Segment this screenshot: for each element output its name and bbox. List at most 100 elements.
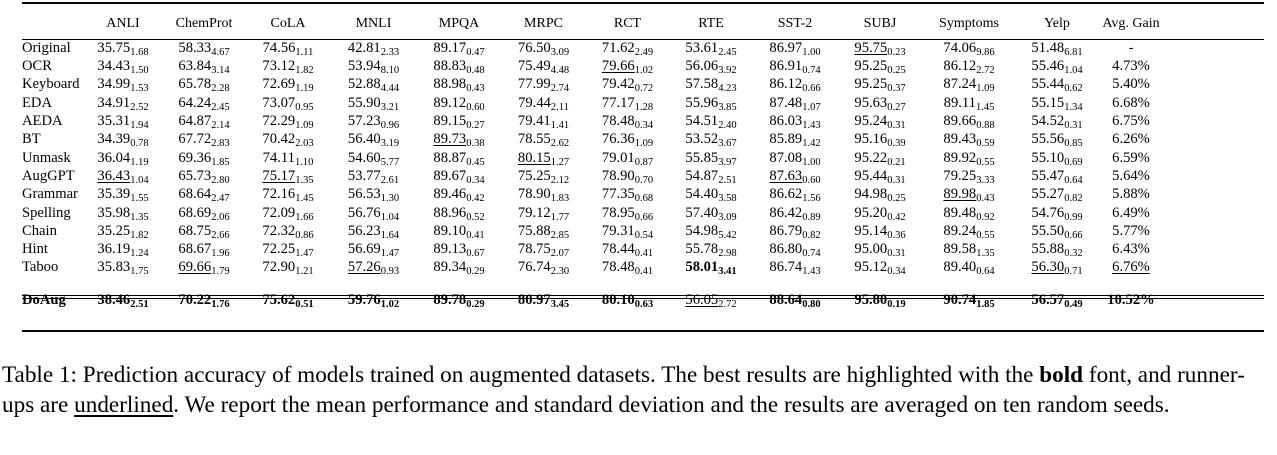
caption-middle: font, and runner-ups are: [2, 362, 1245, 418]
cell-std: 2.51: [130, 298, 149, 310]
cell-std: 1.47: [295, 248, 314, 260]
table-cell: 54.760.99: [1015, 204, 1099, 222]
cell-std: 0.80: [802, 298, 821, 310]
cell-mean: 89.11: [943, 94, 976, 111]
cell-mean: 55.88: [1031, 241, 1065, 258]
cell-std: 0.67: [466, 248, 485, 260]
table-cell: 95.240.31: [837, 112, 923, 132]
table-cell: 78.480.34: [586, 112, 669, 131]
table-cell: 72.691.19: [246, 76, 330, 94]
cell-mean: 89.67: [433, 167, 467, 184]
table-cell: 88.830.48: [417, 57, 501, 76]
cell-mean: 79.25: [943, 167, 977, 184]
cell-std: 1.07: [802, 101, 821, 113]
caption-bold-word: bold: [1039, 362, 1084, 388]
cell-mean: 36.43: [97, 167, 131, 184]
table-cell: 79.411.41: [501, 112, 586, 131]
cell-std: 1.82: [130, 229, 149, 241]
cell-mean: 35.75: [97, 39, 131, 56]
table-cell: 79.442.11: [501, 94, 586, 112]
cell-mean: 73.12: [262, 58, 296, 75]
cell-std: 3.19: [380, 138, 400, 150]
table-cell: 72.091.66: [246, 204, 330, 222]
table-cell: 56.761.04: [330, 204, 417, 222]
cell-std: 0.54: [634, 229, 654, 241]
cell-mean: 54.52: [1031, 113, 1065, 130]
cell-std: 2.14: [211, 120, 230, 132]
cell-mean: 55.96: [685, 94, 719, 111]
cell-mean: 55.85: [685, 149, 719, 166]
cell-std: 0.60: [466, 101, 485, 113]
cell-mean: 55.56: [1031, 131, 1065, 148]
table-caption: Table 1: Prediction accuracy of models t…: [2, 360, 1274, 420]
table-cell: 6.49%: [1099, 204, 1163, 222]
table-cell: 78.480.41: [586, 259, 669, 277]
table-cell: 5.40%: [1099, 76, 1163, 94]
table-cell: 85.891.42: [753, 130, 837, 149]
table-row: Unmask 36.041.19 69.361.85 74.111.10 54.605.…: [22, 149, 1163, 167]
table-cell: 89.670.34: [417, 167, 501, 186]
cell-std: 3.85: [718, 101, 737, 113]
table-cell: 5.88%: [1099, 185, 1163, 203]
table-cell: 95.120.34: [837, 259, 923, 277]
cell-mean: -: [1128, 39, 1134, 56]
cell-std: 0.38: [466, 138, 485, 150]
cell-mean: 54.87: [685, 167, 719, 184]
table-row: Taboo 35.831.75 69.661.79 72.901.21 57.260.9…: [22, 259, 1163, 277]
cell-mean: 95.16: [854, 131, 888, 148]
cell-std: 2.07: [550, 248, 570, 260]
row-label: AugGPT: [22, 167, 75, 184]
cell-std: 0.41: [634, 248, 654, 260]
cell-std: 2.12: [550, 174, 570, 186]
cell-std: 8.10: [380, 65, 400, 77]
cell-std: 0.66: [802, 83, 821, 95]
cell-std: 2.45: [211, 101, 230, 113]
cell-mean: 65.73: [178, 167, 212, 184]
cell-std: 2.62: [550, 138, 570, 150]
cell-std: 0.82: [802, 229, 821, 241]
cell-std: 2.74: [550, 83, 570, 95]
cell-mean: 88.87: [433, 149, 467, 166]
table-cell: 88.640.80: [753, 287, 837, 313]
table-cell: 79.310.54: [586, 222, 669, 241]
cell-std: 9.86: [976, 46, 995, 58]
cell-std: 2.03: [295, 138, 314, 150]
cell-mean: 6.59%: [1112, 149, 1150, 166]
table-cell: 58.334.67: [162, 39, 246, 58]
cell-mean: 77.35: [601, 186, 635, 203]
cell-std: 0.41: [634, 266, 654, 278]
cell-mean: 86.74: [769, 259, 803, 276]
column-header: CoLA: [270, 15, 306, 31]
cell-mean: 89.34: [433, 259, 467, 276]
cell-mean: 95.44: [854, 167, 888, 184]
cell-mean: 36.19: [97, 241, 131, 258]
table-cell: 64.872.14: [162, 112, 246, 132]
cell-mean: 89.92: [943, 149, 977, 166]
table-cell: 75.620.51: [246, 287, 330, 313]
cell-mean: 79.12: [517, 204, 551, 221]
cell-std: 0.31: [887, 120, 906, 132]
cell-mean: 56.06: [685, 58, 719, 75]
table-cell: 55.151.34: [1015, 94, 1099, 112]
cell-mean: 68.69: [178, 204, 212, 221]
table-cell: 35.981.35: [84, 204, 162, 222]
header-blank: [22, 8, 84, 39]
table-cell: 95.000.31: [837, 240, 923, 259]
cell-mean: 57.40: [685, 204, 719, 221]
cell-mean: 80.15: [517, 149, 551, 166]
cell-std: 0.60: [802, 174, 821, 186]
cell-mean: 35.39: [97, 186, 131, 203]
cell-std: 4.23: [718, 83, 737, 95]
cell-mean: 6.49%: [1112, 204, 1150, 221]
cell-mean: 80.97: [517, 291, 551, 308]
row-label: Hint: [22, 241, 48, 258]
cell-mean: 78.95: [601, 204, 635, 221]
cell-mean: 5.77%: [1112, 222, 1150, 239]
table-cell: 89.150.27: [417, 112, 501, 131]
cell-mean: 35.98: [97, 204, 131, 221]
row-label: Unmask: [22, 149, 71, 166]
cell-mean: 87.24: [943, 76, 977, 93]
cell-std: 1.19: [130, 156, 149, 168]
cell-std: 2.28: [211, 83, 230, 95]
cell-mean: 58.01: [685, 259, 719, 276]
